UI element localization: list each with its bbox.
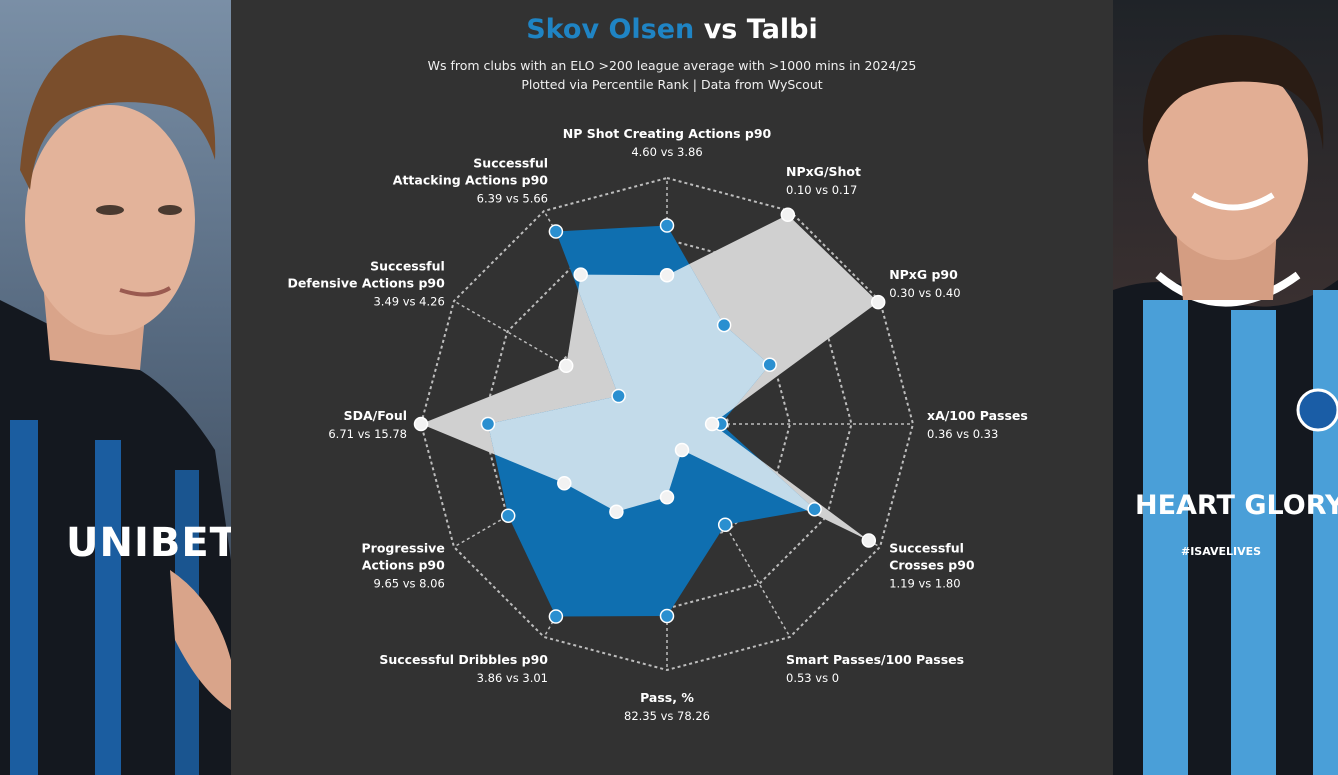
marker-talbi-9: [557, 476, 572, 491]
axis-label-11-line-1: Successful: [370, 259, 445, 274]
axis-value-7: 82.35 vs 78.26: [624, 709, 710, 723]
axis-value-2: 0.10 vs 0.17: [786, 183, 857, 197]
title-player2: Talbi: [746, 14, 818, 45]
marker-skov-olsen-10: [480, 416, 496, 432]
axis-label-10-line-1: SDA/Foul: [344, 408, 407, 423]
axis-value-5: 1.19 vs 1.80: [889, 577, 960, 591]
axis-label-group-6: Smart Passes/100 Passes 0.53 vs 0: [786, 652, 964, 685]
kit-sponsor-left: UNIBET: [66, 520, 231, 566]
axis-label-4-line-1: xA/100 Passes: [927, 408, 1028, 423]
axis-label-9-line-1: Progressive: [362, 541, 445, 556]
chart-subtitle-line1: Ws from clubs with an ELO >200 league av…: [427, 58, 917, 73]
axis-value-10: 6.71 vs 15.78: [328, 427, 407, 441]
axis-value-4: 0.36 vs 0.33: [927, 427, 998, 441]
player-photo-left: UNIBET: [0, 0, 231, 775]
axis-value-9: 9.65 vs 8.06: [373, 577, 444, 591]
axis-label-5-line-1: Successful: [889, 541, 964, 556]
marker-talbi-4: [704, 416, 720, 432]
series-talbi-markers: [413, 207, 886, 548]
marker-skov-olsen-8: [548, 609, 564, 624]
marker-talbi-11: [558, 358, 574, 374]
chart-subtitle-line2: Plotted via Percentile Rank | Data from …: [521, 77, 823, 92]
axis-label-group-10: SDA/Foul 6.71 vs 15.78: [328, 408, 407, 441]
axis-label-group-3: NPxG p90 0.30 vs 0.40: [889, 267, 960, 300]
axis-label-group-11: Successful Defensive Actions p90 3.49 vs 4…: [287, 259, 445, 309]
axis-value-3: 0.30 vs 0.40: [889, 286, 960, 300]
axis-label-6-line-1: Smart Passes/100 Passes: [786, 652, 964, 667]
marker-skov-olsen-5: [807, 501, 822, 517]
chart-title: Skov Olsen vs Talbi: [231, 14, 1113, 45]
axis-label-group-2: NPxG/Shot 0.10 vs 0.17: [786, 164, 861, 197]
axis-label-7-line-1: Pass, %: [640, 690, 694, 705]
marker-talbi-12: [573, 267, 588, 282]
marker-talbi-8: [609, 504, 624, 519]
axis-label-11-line-2: Defensive Actions p90: [287, 276, 445, 291]
axis-label-5-line-2: Crosses p90: [889, 558, 975, 573]
marker-talbi-10: [413, 416, 429, 432]
axis-label-group-7: Pass, % 82.35 vs 78.26: [624, 690, 710, 723]
marker-talbi-2: [780, 207, 796, 222]
title-vs: vs: [703, 14, 738, 45]
player-photo-right: HEART GLORY #ISAVELIVES: [1113, 0, 1338, 775]
axis-value-1: 4.60 vs 3.86: [631, 145, 702, 159]
axis-label-group-8: Successful Dribbles p90 3.86 vs 3.01: [379, 652, 548, 685]
axis-labels: NP Shot Creating Actions p90 4.60 vs 3.86…: [287, 126, 1027, 723]
marker-skov-olsen-3: [762, 357, 777, 372]
kit-text-right: HEART GLORY: [1135, 490, 1338, 521]
marker-skov-olsen-1: [659, 218, 675, 233]
marker-skov-olsen-9: [500, 508, 516, 523]
marker-skov-olsen-12: [548, 224, 564, 239]
axis-label-3-line-1: NPxG p90: [889, 267, 958, 282]
title-player1: Skov Olsen: [526, 14, 695, 45]
marker-skov-olsen-2: [716, 317, 732, 333]
marker-talbi-1: [659, 267, 675, 283]
marker-talbi-7: [659, 489, 675, 505]
axis-value-8: 3.86 vs 3.01: [477, 671, 548, 685]
axis-label-group-1: NP Shot Creating Actions p90 4.60 vs 3.86: [563, 126, 772, 159]
axis-label-12-line-1: Successful: [473, 155, 548, 170]
axis-label-2-line-1: NPxG/Shot: [786, 164, 861, 179]
axis-value-12: 6.39 vs 5.66: [477, 191, 548, 205]
marker-skov-olsen-6: [717, 517, 733, 533]
axis-value-11: 3.49 vs 4.26: [373, 295, 444, 309]
kit-tag-right: #ISAVELIVES: [1181, 545, 1262, 558]
marker-talbi-3: [870, 294, 886, 310]
marker-skov-olsen-7: [659, 608, 675, 624]
player-left-illustration: [0, 35, 231, 775]
player-right-illustration: [1113, 34, 1338, 775]
axis-label-9-line-2: Actions p90: [362, 558, 445, 573]
marker-talbi-5: [861, 533, 877, 548]
marker-talbi-6: [674, 442, 690, 458]
axis-label-group-5: Successful Crosses p90 1.19 vs 1.80: [889, 541, 975, 591]
marker-skov-olsen-11: [611, 388, 626, 404]
axis-label-12-line-2: Attacking Actions p90: [393, 172, 549, 187]
axis-label-group-12: Successful Attacking Actions p90 6.39 vs 5…: [393, 155, 549, 205]
axis-value-6: 0.53 vs 0: [786, 671, 839, 685]
axis-label-group-4: xA/100 Passes 0.36 vs 0.33: [927, 408, 1028, 441]
axis-label-group-9: Progressive Actions p90 9.65 vs 8.06: [362, 541, 446, 591]
axis-label-1-line-1: NP Shot Creating Actions p90: [563, 126, 772, 141]
axis-label-8-line-1: Successful Dribbles p90: [379, 652, 548, 667]
grid-ring-3: [481, 238, 853, 610]
